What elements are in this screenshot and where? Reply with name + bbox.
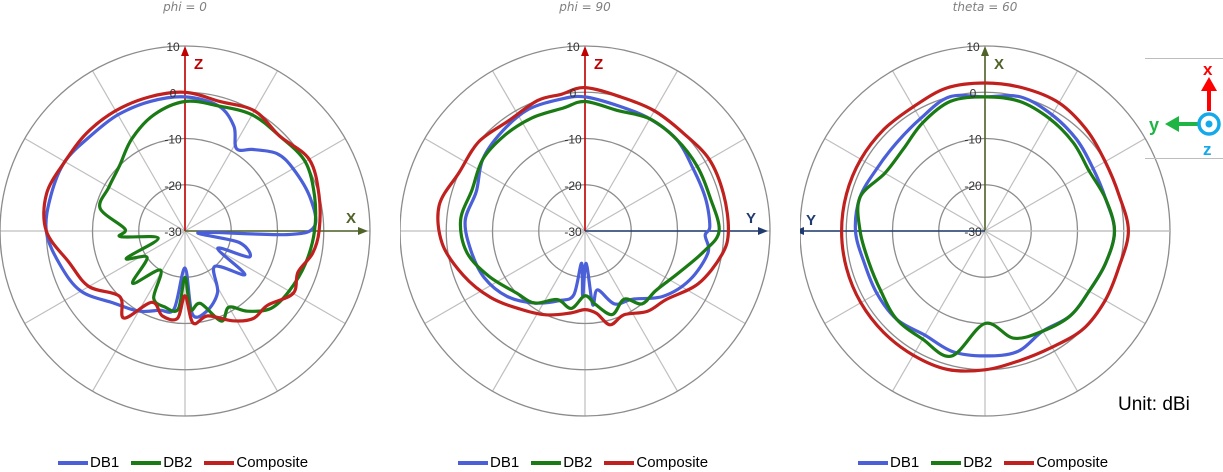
polar-chart-phi90: phi = 90 Z Y 10 0 -10 -20 -30 <box>400 0 800 472</box>
legend-item-db2: DB2 <box>131 454 192 471</box>
legend-label: DB2 <box>163 454 193 471</box>
unit-label: Unit: dBi <box>1118 394 1190 415</box>
svg-text:10: 10 <box>966 40 980 54</box>
legend: DB1 DB2 Composite <box>58 454 320 471</box>
z-axis-label: z <box>1203 140 1212 158</box>
series-db2 <box>856 95 1117 358</box>
legend-item-db2: DB2 <box>931 454 992 471</box>
legend-item-db1: DB1 <box>58 454 119 471</box>
svg-text:10: 10 <box>166 40 180 54</box>
legend-swatch <box>458 460 488 465</box>
legend-label: DB2 <box>963 454 993 471</box>
legend-label: DB1 <box>890 454 920 471</box>
series-composite <box>436 85 731 327</box>
svg-text:0: 0 <box>170 86 177 100</box>
chart-title: phi = 0 <box>163 0 207 14</box>
legend-swatch <box>858 460 888 465</box>
svg-text:-10: -10 <box>964 133 982 147</box>
svg-text:Y: Y <box>806 212 816 229</box>
legend-label: Composite <box>1036 454 1109 471</box>
polar-plot: X Y 10 0 -10 -20 -30 <box>800 40 1171 417</box>
legend-label: Composite <box>636 454 709 471</box>
series-composite <box>840 81 1130 373</box>
svg-text:-30: -30 <box>164 225 182 239</box>
series-db1 <box>853 93 1117 358</box>
y-axis-label: y <box>1149 115 1159 135</box>
series-db1 <box>463 94 712 307</box>
legend-label: Composite <box>236 454 309 471</box>
legend-label: DB1 <box>90 454 120 471</box>
svg-text:Z: Z <box>194 56 203 73</box>
svg-text:-10: -10 <box>164 133 182 147</box>
legend-swatch <box>131 460 162 465</box>
svg-text:X: X <box>994 56 1004 73</box>
svg-text:-10: -10 <box>564 133 582 147</box>
legend-swatch <box>204 460 235 465</box>
svg-text:Y: Y <box>746 210 756 227</box>
svg-text:-20: -20 <box>964 179 982 193</box>
svg-text:-30: -30 <box>964 225 982 239</box>
series-composite <box>42 90 322 326</box>
series-db2 <box>458 99 721 317</box>
x-axis-label: x <box>1203 60 1213 79</box>
legend: DB1 DB2 Composite <box>458 454 720 471</box>
polar-plot: Z Y 10 0 -10 -20 -30 <box>400 40 771 417</box>
svg-text:0: 0 <box>570 86 577 100</box>
svg-text:-30: -30 <box>564 225 582 239</box>
chart-title: phi = 90 <box>559 0 611 14</box>
polar-plot: Z X 10 0 -10 -20 -30 <box>0 40 371 417</box>
svg-text:-20: -20 <box>164 179 182 193</box>
legend-item-composite: Composite <box>604 454 708 471</box>
legend-item-db1: DB1 <box>858 454 919 471</box>
legend-swatch <box>604 460 635 465</box>
legend-item-composite: Composite <box>1004 454 1108 471</box>
chart-title: theta = 60 <box>952 0 1018 14</box>
legend-item-composite: Composite <box>204 454 308 471</box>
polar-chart-phi0: phi = 0 Z X 10 0 -10 -20 -30 <box>0 0 400 472</box>
legend-swatch <box>931 460 962 465</box>
legend: DB1 DB2 Composite <box>858 454 1120 471</box>
svg-text:0: 0 <box>970 86 977 100</box>
svg-text:X: X <box>346 210 356 227</box>
legend-label: DB2 <box>563 454 593 471</box>
coordinate-indicator: x y z <box>1145 58 1223 159</box>
axes-triad-icon: x y z <box>1149 60 1221 159</box>
legend-swatch <box>58 460 88 465</box>
svg-text:Z: Z <box>594 56 603 73</box>
series-db2 <box>98 99 318 323</box>
legend-swatch <box>1004 460 1035 465</box>
legend-item-db2: DB2 <box>531 454 592 471</box>
legend-label: DB1 <box>490 454 520 471</box>
legend-swatch <box>531 460 562 465</box>
series-db1 <box>44 95 318 319</box>
legend-item-db1: DB1 <box>458 454 519 471</box>
polar-chart-theta60: theta = 60 X Y 10 0 -10 -20 -30 <box>800 0 1200 472</box>
svg-text:-20: -20 <box>564 179 582 193</box>
svg-text:10: 10 <box>566 40 580 54</box>
